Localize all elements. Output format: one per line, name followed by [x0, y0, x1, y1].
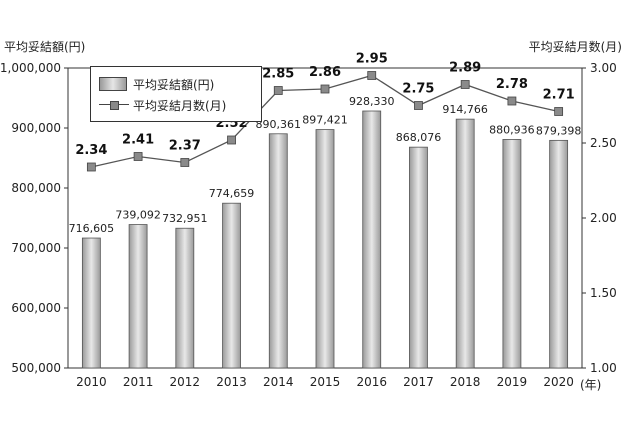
line-point-marker: [273, 86, 283, 95]
bar: [409, 146, 428, 369]
bar-value-label: 890,361: [256, 118, 302, 131]
left-tick-label: 1,000,000: [0, 61, 61, 75]
right-tick-label: 1.50: [590, 286, 617, 300]
left-axis-title: 平均妥結額(円): [4, 40, 86, 54]
x-axis-unit: (年): [580, 378, 602, 392]
line-point-marker: [554, 107, 564, 116]
line-point-marker: [320, 84, 330, 94]
line-value-label: 2.95: [356, 52, 388, 67]
bar-value-label: 914,766: [442, 103, 488, 116]
bar: [81, 237, 101, 369]
left-tick-label: 800,000: [11, 181, 61, 195]
bar-value-label: 739,092: [115, 209, 161, 222]
line-point-marker: [507, 96, 517, 106]
bar: [455, 118, 475, 369]
line-value-label: 2.71: [543, 88, 575, 103]
line-value-label: 2.85: [262, 67, 294, 82]
line-value-label: 2.41: [122, 133, 154, 148]
x-tick-label: 2018: [450, 375, 481, 389]
line-point-marker: [86, 162, 96, 172]
left-tick-label: 700,000: [11, 241, 61, 255]
line-value-label: 2.37: [169, 139, 201, 154]
right-tick-label: 1.00: [590, 361, 617, 375]
bar: [502, 139, 522, 369]
x-tick-label: 2011: [123, 375, 154, 389]
x-tick-label: 2010: [76, 375, 107, 389]
x-tick-label: 2014: [263, 375, 294, 389]
bar: [222, 202, 241, 369]
line-value-label: 2.86: [309, 65, 341, 80]
left-tick-label: 600,000: [11, 301, 61, 315]
legend-item-line: 平均妥結月数(月): [99, 96, 226, 114]
bar-value-label: 897,421: [302, 114, 348, 127]
right-tick-label: 3.00: [590, 61, 617, 75]
bar-value-label: 880,936: [489, 123, 535, 136]
line-point-marker: [460, 80, 470, 89]
legend-label-bars: 平均妥結額(円): [133, 77, 215, 92]
bar: [128, 224, 148, 369]
legend: 平均妥結額(円) 平均妥結月数(月): [90, 66, 262, 122]
line-value-label: 2.89: [449, 61, 481, 76]
bar: [315, 129, 335, 369]
legend-item-bars: 平均妥結額(円): [99, 75, 214, 93]
left-tick-label: 900,000: [11, 121, 61, 135]
x-tick-label: 2020: [543, 375, 574, 389]
legend-line-swatch: [99, 99, 129, 111]
line-point-marker: [133, 152, 143, 161]
bar-value-label: 732,951: [162, 212, 208, 225]
x-tick-label: 2012: [170, 375, 201, 389]
legend-bar-swatch: [99, 77, 127, 91]
line-value-label: 2.34: [75, 143, 107, 158]
line-value-label: 2.75: [402, 82, 434, 97]
line-point-marker: [414, 101, 423, 110]
bar: [268, 133, 288, 369]
x-tick-label: 2013: [216, 375, 247, 389]
right-tick-label: 2.50: [590, 136, 617, 150]
x-tick-label: 2017: [403, 375, 434, 389]
legend-label-line: 平均妥結月数(月): [133, 98, 227, 113]
right-tick-label: 2.00: [590, 211, 617, 225]
bar-value-label: 868,076: [396, 131, 442, 144]
line-point-marker: [180, 158, 190, 167]
x-tick-label: 2016: [356, 375, 387, 389]
right-axis-title: 平均妥結月数(月): [528, 40, 622, 54]
line-value-label: 2.78: [496, 77, 528, 92]
line-point-marker: [367, 71, 377, 80]
bar: [362, 110, 382, 369]
bar-value-label: 879,398: [536, 124, 582, 137]
line-point-marker: [227, 135, 236, 145]
bar-value-label: 928,330: [349, 95, 395, 108]
bar-value-label: 716,605: [69, 222, 115, 235]
bar-value-label: 774,659: [209, 187, 255, 200]
bar: [549, 139, 569, 369]
x-tick-label: 2019: [497, 375, 528, 389]
bar: [175, 227, 195, 369]
left-tick-label: 500,000: [11, 361, 61, 375]
x-tick-label: 2015: [310, 375, 341, 389]
